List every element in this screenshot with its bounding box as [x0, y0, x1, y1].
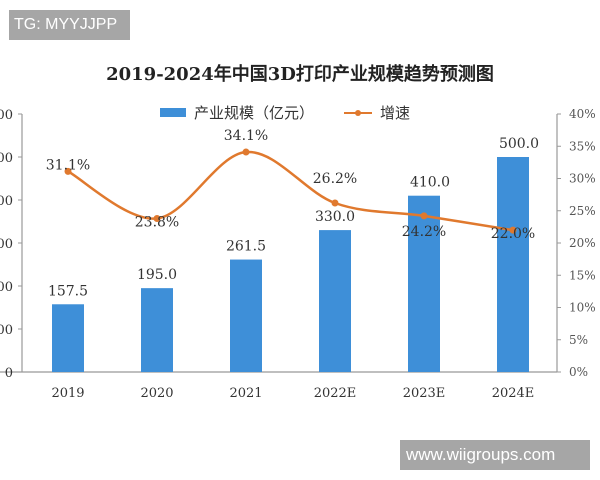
- bar-data-label: 261.5: [226, 239, 266, 255]
- legend-swatch-bar: [160, 108, 186, 117]
- left-axis-tick-label: 300: [0, 237, 13, 252]
- bar: [408, 195, 440, 372]
- right-axis-tick-label: 15%: [569, 268, 596, 282]
- bar-data-label: 330.0: [315, 209, 355, 225]
- legend-label-line: 增速: [380, 104, 411, 122]
- growth-point: [64, 167, 72, 175]
- right-axis-tick-label: 40%: [569, 107, 596, 121]
- growth-data-label: 24.2%: [402, 224, 446, 240]
- growth-data-label: 26.2%: [313, 171, 357, 187]
- bar-data-label: 157.5: [48, 283, 88, 299]
- bar-data-label: 500.0: [499, 136, 539, 152]
- x-axis-tick-label: 2024E: [492, 386, 535, 401]
- right-axis-tick-label: 0%: [569, 365, 588, 379]
- growth-data-label: 23.8%: [135, 214, 179, 230]
- bar: [319, 230, 351, 372]
- bar-data-label: 410.0: [410, 175, 450, 191]
- growth-point: [242, 148, 250, 156]
- watermark-top-left: TG: MYYJJPP: [9, 10, 130, 40]
- right-axis-tick-label: 30%: [569, 172, 596, 186]
- x-axis-tick-label: 2019: [51, 386, 84, 401]
- x-axis-tick-label: 2023E: [403, 386, 446, 401]
- left-axis-tick-label: 600: [0, 108, 13, 123]
- bar-data-label: 195.0: [137, 267, 177, 283]
- growth-point: [331, 199, 339, 207]
- right-axis-tick-label: 5%: [569, 333, 588, 347]
- right-axis-tick-label: 10%: [569, 301, 596, 315]
- left-axis-tick-label: 0: [5, 366, 13, 381]
- left-axis-tick-label: 500: [0, 151, 13, 166]
- x-axis-tick-label: 2021: [229, 386, 262, 401]
- growth-point: [153, 214, 161, 222]
- watermark-bottom-right: www.wiigroups.com: [400, 440, 590, 470]
- left-axis-tick-label: 200: [0, 280, 13, 295]
- right-axis-tick-label: 25%: [569, 204, 596, 218]
- left-axis-tick-label: 400: [0, 194, 13, 209]
- growth-data-label: 31.1%: [46, 157, 90, 173]
- growth-point: [420, 212, 428, 220]
- legend-label-bar: 产业规模（亿元）: [194, 104, 315, 122]
- legend: 产业规模（亿元） 增速: [160, 102, 410, 123]
- growth-data-label: 34.1%: [224, 128, 268, 144]
- right-axis-tick-label: 20%: [569, 236, 596, 250]
- chart-title: 2019-2024年中国3D打印产业规模趋势预测图: [106, 64, 494, 85]
- right-axis-tick-label: 35%: [569, 139, 596, 153]
- growth-point: [509, 226, 517, 234]
- growth-data-label: 22.0%: [491, 226, 535, 242]
- bar: [141, 288, 173, 372]
- bar: [497, 157, 529, 372]
- left-axis-tick-label: 100: [0, 323, 13, 338]
- legend-swatch-line: [344, 109, 373, 116]
- bar: [52, 304, 84, 372]
- x-axis-tick-label: 2022E: [314, 386, 357, 401]
- bar: [230, 259, 262, 372]
- x-axis-tick-label: 2020: [140, 386, 173, 401]
